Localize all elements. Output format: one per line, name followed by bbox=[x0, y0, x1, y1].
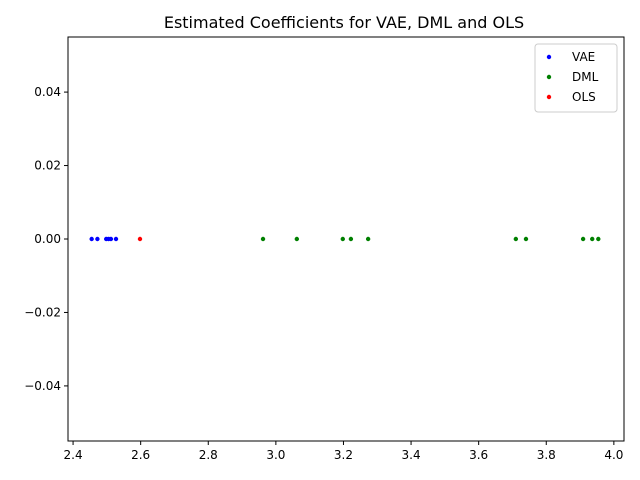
y-axis: −0.04 −0.02 0.00 0.02 0.04 bbox=[24, 85, 68, 393]
y-tick-label: −0.02 bbox=[24, 305, 61, 319]
x-tick-label: 3.0 bbox=[266, 448, 285, 462]
point-dml bbox=[260, 236, 266, 242]
x-tick-label: 4.0 bbox=[604, 448, 623, 462]
y-tick-label: 0.02 bbox=[34, 159, 61, 173]
point-dml bbox=[580, 236, 586, 242]
legend-marker-vae bbox=[546, 54, 552, 60]
data-points bbox=[89, 236, 601, 242]
point-dml bbox=[340, 236, 345, 242]
legend-label-ols: OLS bbox=[572, 90, 596, 104]
point-ols bbox=[137, 236, 143, 242]
point-dml bbox=[513, 236, 519, 242]
y-tick-label: 0.00 bbox=[34, 232, 61, 246]
legend-marker-dml bbox=[546, 74, 552, 80]
point-vae bbox=[95, 236, 100, 242]
y-tick-label: 0.04 bbox=[34, 85, 61, 99]
x-tick-label: 3.8 bbox=[537, 448, 556, 462]
point-dml bbox=[590, 236, 595, 242]
point-vae bbox=[89, 236, 94, 242]
point-dml bbox=[596, 236, 601, 242]
x-tick-label: 3.6 bbox=[469, 448, 488, 462]
x-axis: 2.4 2.6 2.8 3.0 3.2 3.4 3.6 3.8 4.0 bbox=[64, 441, 623, 462]
point-vae bbox=[108, 236, 114, 242]
point-dml bbox=[523, 236, 529, 242]
point-dml bbox=[294, 236, 300, 242]
x-tick-label: 2.4 bbox=[64, 448, 83, 462]
point-dml bbox=[365, 236, 371, 242]
chart-title: Estimated Coefficients for VAE, DML and … bbox=[164, 13, 524, 32]
legend-marker-ols bbox=[546, 94, 552, 100]
point-dml bbox=[348, 236, 354, 242]
plot-frame bbox=[67, 36, 625, 442]
x-tick-label: 2.8 bbox=[199, 448, 218, 462]
x-tick-label: 2.6 bbox=[131, 448, 150, 462]
legend-box bbox=[534, 43, 618, 113]
x-tick-label: 3.4 bbox=[402, 448, 421, 462]
legend: VAE DML OLS bbox=[534, 43, 618, 113]
y-tick-label: −0.04 bbox=[24, 379, 61, 393]
point-vae bbox=[113, 236, 119, 242]
legend-label-vae: VAE bbox=[572, 50, 595, 64]
legend-label-dml: DML bbox=[572, 70, 599, 84]
x-tick-label: 3.2 bbox=[334, 448, 353, 462]
